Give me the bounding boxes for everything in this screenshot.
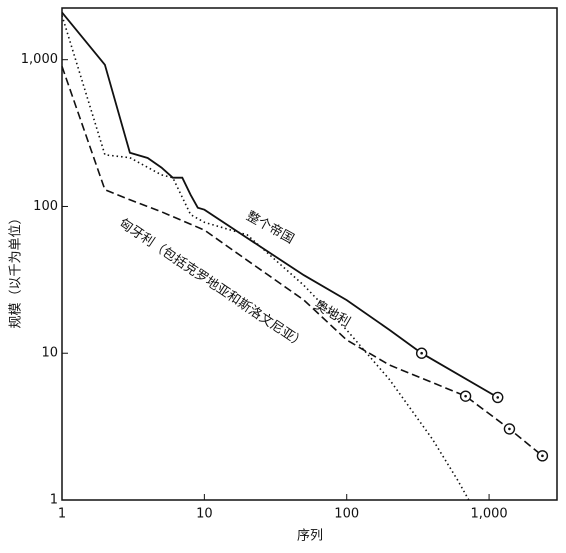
series-line — [61, 15, 470, 501]
point-marker-dot — [541, 454, 544, 458]
point-marker-dot — [420, 351, 423, 355]
series-line — [61, 11, 499, 399]
x-axis-label: 序列 — [297, 529, 323, 544]
y-tick-label: 1 — [50, 493, 58, 508]
y-tick-label: 10 — [41, 346, 58, 361]
plot-frame — [61, 7, 558, 501]
x-tick-label: 1,000 — [470, 507, 507, 522]
x-tick-label: 100 — [334, 507, 359, 522]
x-tick-label: 10 — [196, 507, 213, 522]
y-tick-label: 1,000 — [21, 52, 58, 67]
x-tick-label: 1 — [58, 507, 66, 522]
y-axis-label: 规模（以千为单位） — [9, 211, 24, 328]
y-tick-label: 100 — [33, 199, 58, 214]
point-marker-dot — [464, 394, 467, 398]
point-marker-dot — [496, 396, 500, 399]
series-line — [61, 66, 543, 457]
point-marker-dot — [508, 427, 511, 431]
